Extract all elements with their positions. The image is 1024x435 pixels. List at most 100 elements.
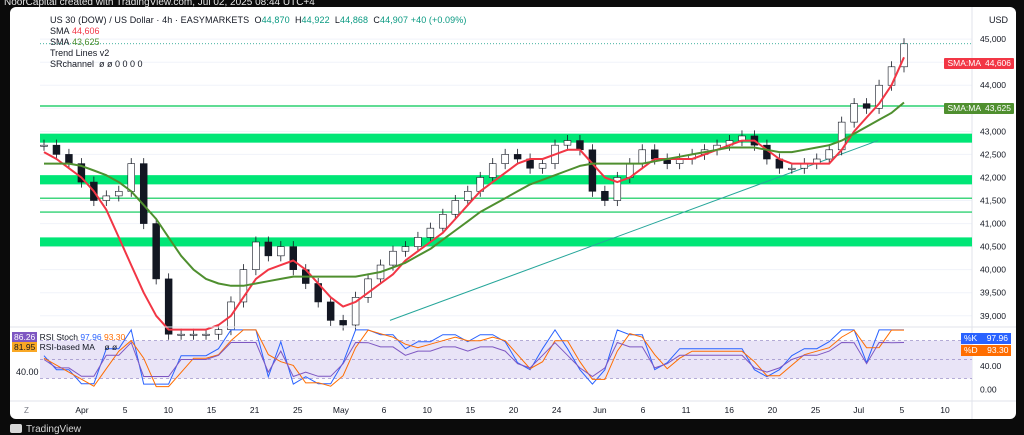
- x-tick-label: 21: [250, 405, 260, 415]
- scroll-tag: Z: [24, 406, 29, 415]
- x-tick-label: 25: [811, 405, 821, 415]
- y-tick-label: 42,500: [980, 149, 1006, 159]
- sr-zone: [40, 133, 972, 143]
- candle-up: [464, 190, 472, 201]
- candle-up: [414, 237, 422, 247]
- y-tick-label: 42,000: [980, 172, 1006, 182]
- y-tick-label: 45,000: [980, 34, 1006, 44]
- sma-slow-line: [44, 101, 905, 287]
- candle-up: [364, 278, 372, 298]
- sma-slow-price-tag: SMA:MA 43,625: [944, 103, 1014, 114]
- candle-up: [115, 190, 123, 197]
- y-tick-label: 41,500: [980, 196, 1006, 206]
- y-tick-label: 40,000: [980, 265, 1006, 275]
- candle-up: [177, 333, 185, 336]
- candle-down: [52, 144, 61, 155]
- candle-up: [189, 333, 198, 336]
- candle-down: [289, 246, 298, 270]
- candle-up: [102, 195, 111, 201]
- y-tick-label: 44,000: [980, 80, 1006, 90]
- y-tick-label: 43,000: [980, 126, 1006, 136]
- candle-up: [825, 149, 833, 160]
- tradingview-logo-icon: [10, 424, 22, 433]
- candle-up: [451, 200, 460, 215]
- x-tick-label: Jun: [593, 405, 607, 415]
- candle-up: [40, 144, 48, 147]
- indicator-sma-fast[interactable]: SMA 44,606: [50, 26, 100, 36]
- x-tick-label: 20: [509, 405, 519, 415]
- y-tick-label: 39,000: [980, 311, 1006, 321]
- candle-up: [214, 329, 223, 335]
- rsi-value-badge: 86.26: [12, 332, 38, 342]
- x-tick-label: 20: [768, 405, 778, 415]
- tradingview-footer[interactable]: TradingView: [10, 424, 81, 435]
- ohlc-high: H44,922: [294, 15, 330, 25]
- stoch-d-tag: %D 93.30: [961, 345, 1012, 356]
- x-tick-label: 5: [899, 405, 904, 415]
- symbol-row[interactable]: US 30 (DOW) / US Dollar · 4h · EASYMARKE…: [50, 15, 466, 26]
- x-tick-label: 15: [466, 405, 476, 415]
- price-change: +40 (+0.09%): [410, 15, 467, 25]
- y-tick-label: 41,000: [980, 219, 1006, 229]
- candle-up: [202, 333, 210, 336]
- candle-down: [339, 320, 347, 326]
- stoch-label: Stoch: [56, 332, 78, 342]
- x-tick-label: 24: [552, 405, 562, 415]
- x-tick-label: May: [333, 405, 350, 415]
- candle-up: [501, 154, 509, 164]
- symbol-title[interactable]: US 30 (DOW) / US Dollar · 4h · EASYMARKE…: [50, 15, 250, 25]
- x-tick-label: 16: [725, 405, 735, 415]
- candle-up: [439, 214, 447, 229]
- indicator-sma-slow[interactable]: SMA 43,625: [50, 37, 100, 47]
- candle-up: [401, 246, 410, 252]
- x-tick-label: Jul: [853, 405, 864, 415]
- ohlc-low: L44,868: [334, 15, 369, 25]
- candle-down: [862, 103, 871, 109]
- candle-up: [613, 177, 622, 201]
- candle-up: [638, 149, 646, 164]
- candle-up: [887, 66, 896, 86]
- x-tick-label: 10: [422, 405, 432, 415]
- ohlc-close: C44,907: [373, 15, 409, 25]
- x-tick-label: 10: [164, 405, 174, 415]
- stoch-k-tag: %K 97.96: [961, 333, 1011, 344]
- candle-up: [389, 250, 397, 266]
- candle-down: [601, 190, 609, 201]
- candle-down: [326, 301, 335, 321]
- rsi-ma-value-badge: 81.95: [12, 342, 38, 352]
- price-chart[interactable]: 45,00044,50044,00043,50043,00042,50042,0…: [10, 7, 1016, 419]
- osc-axis-label: 40.00: [980, 361, 1002, 371]
- trend-line: [389, 140, 879, 321]
- sr-zone: [40, 175, 972, 185]
- indicator-trend-lines[interactable]: Trend Lines v2: [50, 48, 110, 58]
- candle-up: [127, 163, 135, 192]
- rsi-label: RSI: [39, 332, 54, 342]
- candle-down: [65, 154, 73, 164]
- candle-down: [576, 140, 584, 151]
- sma-fast-price-tag: SMA:MA 44,606: [944, 58, 1014, 69]
- stoch-k-line: [43, 328, 904, 385]
- x-tick-label: 5: [123, 405, 128, 415]
- x-tick-label: 6: [382, 405, 387, 415]
- candle-down: [164, 278, 173, 335]
- ohlc-open: O44,870: [254, 15, 290, 25]
- candle-down: [77, 163, 86, 183]
- sr-zone: [40, 237, 972, 247]
- stoch-d-line: [43, 329, 904, 388]
- currency-label[interactable]: USD: [989, 15, 1009, 25]
- y-tick-label: 40,500: [980, 242, 1006, 252]
- chart-frame[interactable]: 45,00044,50044,00043,50043,00042,50042,0…: [10, 7, 1016, 419]
- candle-up: [488, 163, 497, 178]
- candle-down: [650, 149, 659, 160]
- candle-up: [850, 103, 858, 123]
- indicator-srchannel[interactable]: SRchannel ø ø 0 0 0 0: [50, 59, 143, 69]
- candle-down: [264, 241, 273, 257]
- oscillator-legend: 86.26 RSI Stoch 97.96 93.30 81.95 RSI-ba…: [12, 332, 126, 352]
- x-tick-label: 6: [641, 405, 646, 415]
- x-tick-label: 25: [293, 405, 303, 415]
- candle-down: [152, 223, 160, 280]
- sma-fast-line: [43, 56, 905, 331]
- candle-down: [588, 149, 597, 192]
- x-tick-label: 15: [207, 405, 217, 415]
- rsi-line: [43, 341, 905, 378]
